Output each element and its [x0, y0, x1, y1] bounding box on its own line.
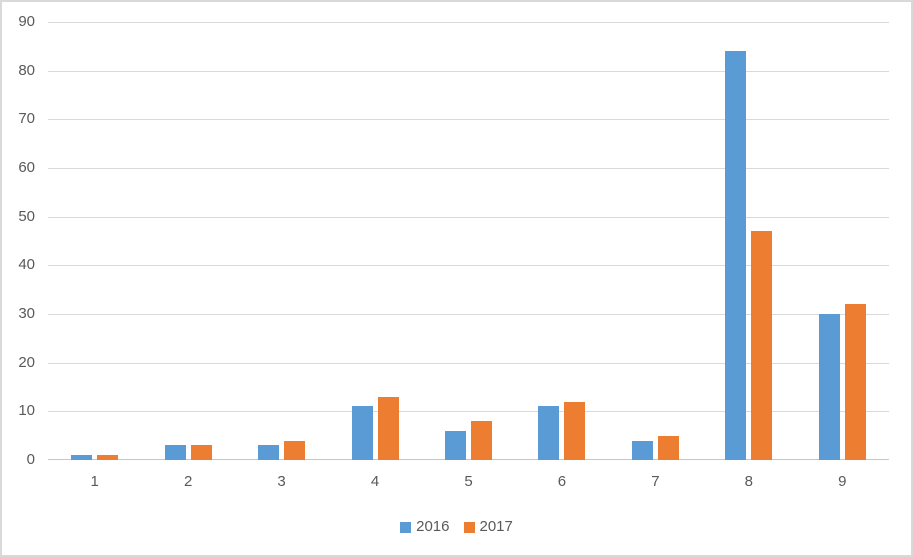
bar-2016-cat-4: [351, 406, 373, 460]
x-tick-label: 7: [651, 473, 660, 490]
gridline: [48, 168, 889, 169]
bar-2016-cat-1: [71, 455, 93, 460]
y-tick-label: 80: [18, 61, 35, 79]
bar-2016-cat-2: [164, 445, 186, 460]
bar-2017-cat-9: [844, 304, 866, 460]
bar-group-2: [141, 22, 234, 460]
plot-area: [48, 22, 889, 460]
x-tick-label: 1: [90, 473, 99, 490]
x-tick-label: 6: [557, 473, 567, 490]
x-axis-line: [48, 459, 889, 460]
y-tick-label: 30: [18, 305, 35, 322]
gridline: [48, 22, 889, 23]
x-tick-label: 8: [744, 473, 753, 490]
x-axis: 1 2 3 4 5 6 7 8 9: [48, 472, 889, 494]
bar-2016-cat-5: [444, 430, 466, 460]
y-tick-label: 20: [18, 353, 35, 371]
legend-swatch-icon: [463, 521, 475, 533]
gridline: [48, 70, 889, 72]
y-tick-label: 10: [18, 402, 35, 420]
bar-2016-cat-9: [818, 314, 840, 460]
gridline: [48, 362, 889, 364]
bar-2016-cat-8: [725, 51, 747, 460]
bar-group-6: [515, 22, 608, 460]
bar-2017-cat-7: [657, 435, 679, 460]
legend-item-2017: 2017: [463, 518, 513, 536]
y-tick-label: 0: [26, 451, 35, 468]
bar-group-3: [235, 22, 328, 460]
bar-2017-cat-5: [470, 421, 492, 460]
bar-2017-cat-1: [97, 455, 119, 460]
gridline: [48, 216, 889, 218]
bar-group-8: [702, 22, 795, 460]
gridline: [48, 119, 889, 121]
y-tick-label: 60: [18, 159, 35, 176]
bar-2017-cat-6: [564, 401, 586, 460]
bar-2016-cat-7: [631, 440, 653, 460]
gridline: [48, 314, 889, 315]
bar-group-1: [48, 22, 141, 460]
gridline: [48, 411, 889, 413]
x-tick-label: 3: [277, 473, 286, 490]
gridline: [48, 265, 889, 267]
y-tick-label: 90: [18, 13, 35, 30]
bar-2017-cat-8: [751, 231, 773, 460]
legend-swatch-icon: [400, 521, 412, 533]
bar-2017-cat-2: [190, 445, 212, 460]
legend-item-2016: 2016: [400, 518, 450, 536]
x-tick-label: 9: [838, 473, 847, 490]
y-tick-label: 70: [18, 110, 35, 128]
bar-group-4: [328, 22, 421, 460]
legend-label: 2016: [416, 518, 450, 535]
bar-group-9: [796, 22, 889, 460]
x-tick-label: 4: [370, 473, 380, 490]
bar-2017-cat-4: [377, 396, 399, 460]
y-tick-label: 50: [18, 207, 35, 225]
legend: 2016 2017: [2, 516, 911, 538]
y-axis: 0 10 20 30 40 50 60 70 80 90: [2, 13, 35, 468]
bar-2016-cat-6: [538, 406, 560, 460]
bar-2016-cat-3: [258, 445, 280, 460]
y-tick-label: 40: [18, 256, 35, 274]
bar-group-7: [609, 22, 702, 460]
bar-group-5: [422, 22, 515, 460]
legend-label: 2017: [479, 518, 513, 535]
x-tick-label: 5: [464, 473, 473, 490]
bar-2017-cat-3: [284, 440, 306, 460]
x-tick-label: 2: [183, 473, 193, 490]
